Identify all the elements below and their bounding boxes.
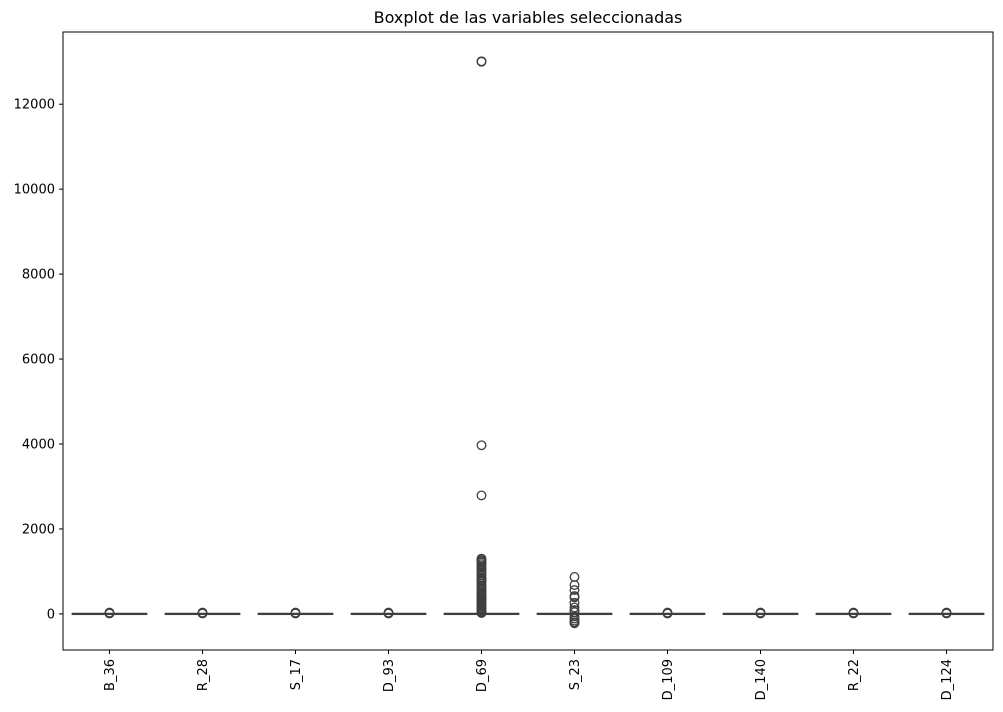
x-tick-label: S_23 bbox=[568, 659, 583, 690]
chart-title: Boxplot de las variables seleccionadas bbox=[374, 8, 683, 27]
outlier-point bbox=[290, 607, 301, 618]
x-tick-label: R_22 bbox=[847, 659, 862, 691]
outlier-point bbox=[476, 56, 487, 67]
x-tick-label: S_17 bbox=[289, 659, 304, 690]
outlier-point bbox=[569, 585, 580, 596]
x-tick-label: D_124 bbox=[940, 659, 955, 700]
outlier-point bbox=[476, 440, 487, 451]
y-tick-label: 12000 bbox=[14, 98, 55, 113]
x-tick-label: D_140 bbox=[754, 659, 769, 700]
outlier-point bbox=[848, 607, 859, 618]
outlier-point bbox=[104, 607, 115, 618]
box-D_69 bbox=[443, 56, 520, 618]
outlier-point bbox=[383, 607, 394, 618]
x-tick-label: D_69 bbox=[475, 659, 490, 692]
outlier-point bbox=[197, 607, 208, 618]
box-R_22 bbox=[815, 607, 892, 619]
outlier-point bbox=[569, 618, 580, 629]
outlier-point bbox=[569, 592, 580, 603]
outlier-point bbox=[755, 607, 766, 618]
x-tick-label: D_93 bbox=[382, 659, 397, 692]
outlier-point bbox=[569, 580, 580, 590]
box-B_36 bbox=[71, 607, 148, 619]
box-D_124 bbox=[908, 607, 985, 619]
x-tick-label: B_36 bbox=[103, 659, 118, 691]
outlier-point bbox=[476, 608, 487, 618]
x-tick-label: R_28 bbox=[196, 659, 211, 691]
outlier-point bbox=[662, 607, 673, 618]
y-tick-label: 10000 bbox=[14, 183, 55, 198]
box-D_93 bbox=[350, 607, 427, 619]
plot-frame bbox=[62, 31, 994, 651]
box-R_28 bbox=[164, 607, 241, 619]
y-tick-label: 6000 bbox=[22, 353, 55, 368]
outlier-point bbox=[476, 490, 487, 501]
y-tick-label: 4000 bbox=[22, 438, 55, 453]
outlier-point bbox=[569, 597, 580, 608]
outlier-point bbox=[941, 607, 952, 618]
y-tick-label: 8000 bbox=[22, 268, 55, 283]
box-S_17 bbox=[257, 607, 334, 619]
axes: 0 2000 4000 6000 8000 10000 12000 B_36 R_28 S_17 D… bbox=[14, 31, 994, 700]
x-tick-label: D_109 bbox=[661, 659, 676, 700]
box-D_140 bbox=[722, 607, 799, 619]
box-D_109 bbox=[629, 607, 706, 619]
y-tick-label: 0 bbox=[47, 607, 55, 622]
y-tick-label: 2000 bbox=[22, 522, 55, 537]
outlier-point bbox=[569, 571, 580, 582]
plot-area bbox=[71, 56, 985, 629]
box-S_23 bbox=[536, 571, 613, 629]
